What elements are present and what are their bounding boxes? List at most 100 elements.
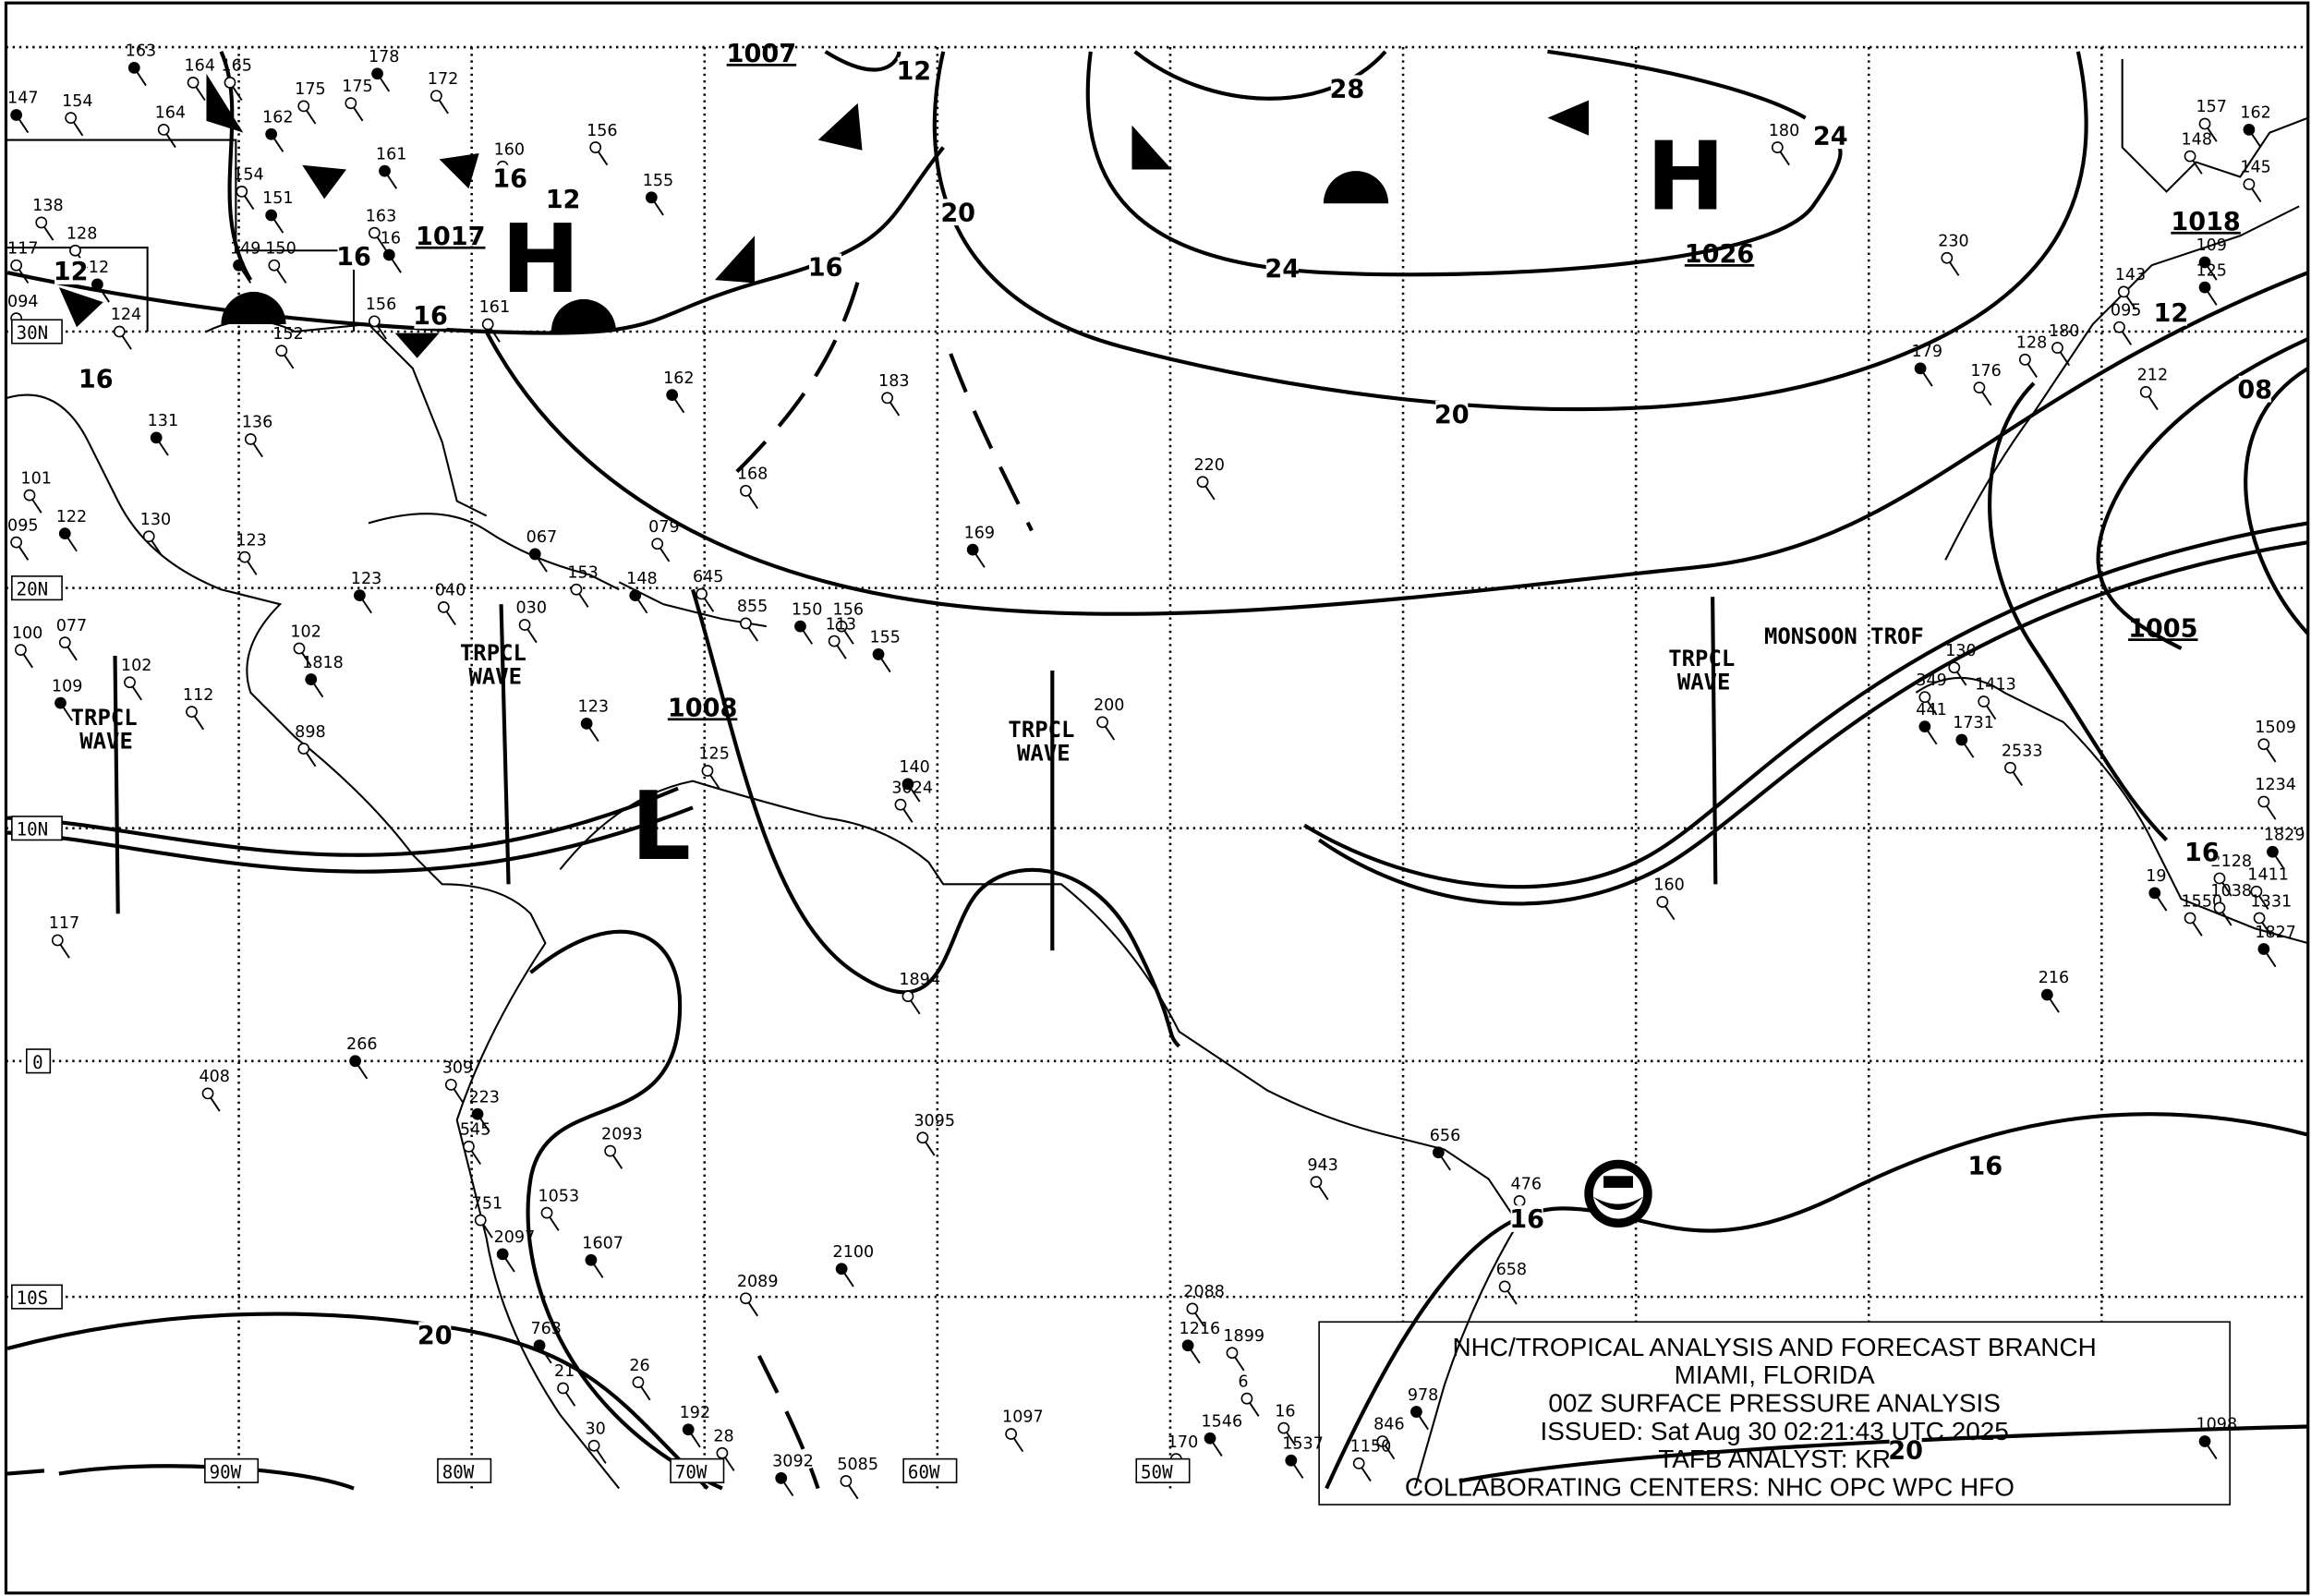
station-marker (349, 1055, 361, 1068)
station-pressure: 169 (964, 524, 996, 542)
station-pressure: 163 (366, 207, 396, 225)
station-pressure: 161 (479, 298, 511, 317)
station-pressure: 130 (1945, 642, 1977, 660)
station-pressure: 216 (2039, 969, 2070, 987)
station-pressure: 28 (713, 1427, 733, 1445)
station-marker (740, 1292, 752, 1305)
station-marker (2019, 353, 2031, 366)
svg-text:90W: 90W (210, 1461, 242, 1482)
station-marker (696, 587, 708, 600)
station-marker (10, 109, 23, 121)
station-marker (371, 67, 383, 80)
station-marker (645, 191, 658, 204)
lat-label-10n: 10N (11, 816, 63, 841)
station-marker (275, 345, 288, 357)
map-frame (4, 1, 2310, 1595)
station-marker (632, 1376, 645, 1389)
station-pressure: 1550 (2182, 892, 2223, 911)
station-marker (23, 489, 36, 502)
station-pressure: 656 (1430, 1127, 1461, 1145)
station-marker (10, 259, 23, 272)
station-marker (1973, 381, 1986, 394)
station-marker (528, 548, 541, 561)
station-marker (518, 619, 531, 631)
station-pressure: 16 (381, 229, 401, 248)
station-pressure: 2089 (737, 1273, 779, 1291)
station-pressure: 441 (1916, 701, 1947, 719)
station-marker (65, 112, 78, 125)
isobar-label: 16 (79, 366, 114, 394)
isobar-label: 08 (2237, 376, 2272, 405)
isobar-label: 16 (1967, 1153, 2002, 1181)
station-marker (2243, 178, 2256, 190)
station-pressure: 170 (1168, 1433, 1199, 1452)
station-pressure: 176 (1970, 362, 2001, 381)
station-pressure: 155 (869, 629, 901, 647)
station-pressure: 156 (587, 122, 618, 140)
station-pressure: 1331 (2251, 892, 2293, 911)
station-pressure: 2088 (1183, 1283, 1225, 1301)
station-marker (1352, 1457, 1365, 1469)
station-marker (127, 62, 140, 74)
station-marker (2051, 342, 2063, 354)
svg-text:50W: 50W (1141, 1461, 1173, 1482)
station-pressure: 109 (2196, 236, 2227, 255)
station-marker (1186, 1302, 1199, 1315)
station-marker (585, 1253, 598, 1266)
station-marker (901, 990, 914, 1002)
station-pressure: 19 (2146, 867, 2166, 886)
tropical-wave-label: WAVE (1677, 670, 1731, 695)
station-pressure: 3024 (891, 779, 933, 797)
station-marker (587, 1439, 600, 1452)
info-line-location: MIAMI, FLORIDA (1675, 1360, 1875, 1389)
station-marker (1918, 691, 1931, 704)
station-pressure: 175 (342, 78, 372, 96)
station-marker (69, 244, 81, 257)
station-marker (1948, 661, 1961, 674)
fronts (58, 73, 1590, 358)
station-marker (265, 209, 278, 222)
station-pressure: 1894 (899, 971, 940, 989)
station-pressure: 160 (494, 141, 526, 160)
station-marker (471, 1107, 484, 1120)
station-pressure: 200 (1094, 696, 1125, 715)
station-pressure: 1509 (2255, 719, 2296, 737)
station-marker (828, 635, 841, 647)
station-pressure: 148 (626, 570, 658, 588)
svg-text:80W: 80W (442, 1461, 475, 1482)
station-pressure: 154 (62, 92, 93, 111)
station-pressure: 1038 (2210, 882, 2252, 901)
station-pressure: 476 (1511, 1176, 1542, 1194)
station-marker (1376, 1435, 1389, 1447)
station-pressure: 123 (351, 570, 382, 588)
station-pressure: 21 (554, 1362, 575, 1381)
station-marker (2198, 1435, 2211, 1447)
station-marker (557, 1382, 569, 1395)
station-marker (740, 484, 752, 497)
pressure-value: 1005 (2128, 614, 2197, 643)
station-marker (533, 1339, 546, 1352)
station-pressure: 124 (111, 306, 142, 324)
station-pressure: 160 (1653, 877, 1684, 895)
station-marker (1914, 362, 1927, 375)
station-marker (1096, 716, 1108, 729)
station-marker (35, 216, 48, 229)
station-marker (10, 536, 23, 549)
station-marker (430, 90, 442, 103)
station-marker (2184, 150, 2196, 163)
station-pressure: 1899 (1223, 1327, 1264, 1346)
station-marker (1226, 1347, 1239, 1360)
station-pressure: 109 (52, 677, 83, 695)
isobar-label: 16 (2184, 839, 2220, 867)
station-pressure: 349 (1916, 671, 1947, 690)
info-line-centers: COLLABORATING CENTERS: NHC OPC WPC HFO (1405, 1473, 2015, 1502)
station-marker (496, 1248, 509, 1261)
lon-label-50w: 50W (1135, 1457, 1191, 1483)
station-pressure: 1818 (302, 654, 344, 672)
station-marker (901, 778, 914, 791)
station-pressure: 138 (32, 197, 64, 215)
station-pressure: 140 (899, 758, 930, 777)
station-pressure: 123 (236, 531, 266, 550)
station-pressure: 130 (140, 511, 172, 529)
